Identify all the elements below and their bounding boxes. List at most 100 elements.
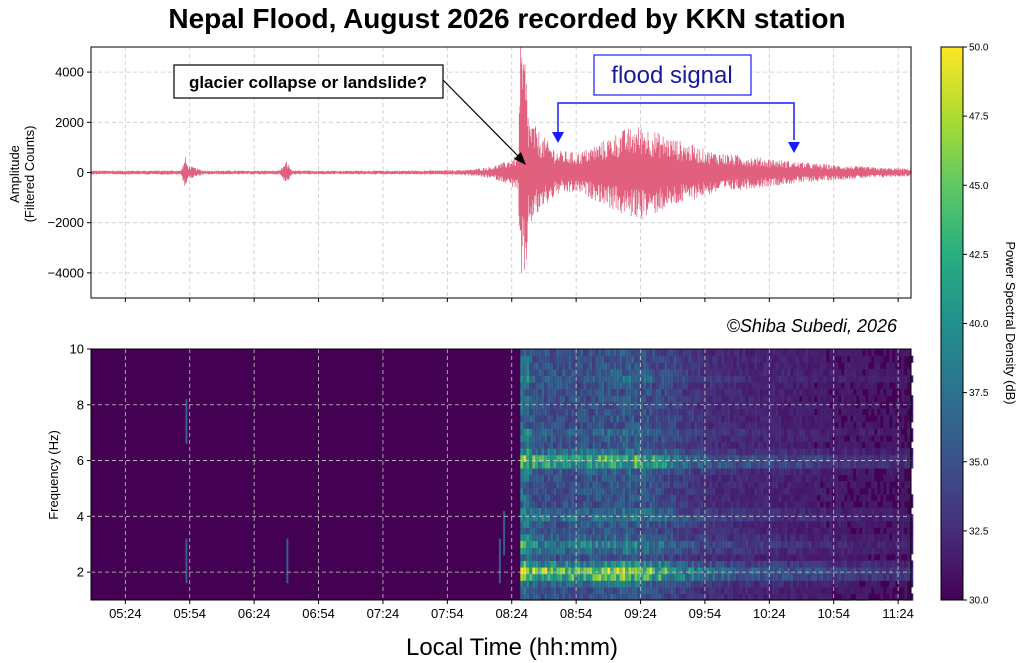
spectrogram-cell xyxy=(658,448,662,456)
spectrogram-cell xyxy=(826,560,830,568)
spectrogram-cell xyxy=(745,362,749,370)
spectrogram-cell xyxy=(658,421,662,429)
spectrogram-cell xyxy=(622,533,626,542)
spectrogram-cell xyxy=(784,481,788,489)
spectrogram-cell xyxy=(757,474,761,482)
spectrogram-cell xyxy=(826,527,830,535)
spectrogram-cell xyxy=(769,408,773,416)
spectrogram-cell xyxy=(754,368,758,376)
spectrogram-cell xyxy=(760,514,764,522)
spectrogram-cell xyxy=(715,560,719,568)
spectrogram-cell xyxy=(745,573,749,581)
spectrogram-cell xyxy=(586,586,590,594)
spectrogram-cell xyxy=(745,567,749,575)
spectrogram-cell xyxy=(529,382,533,390)
spectrogram-cell xyxy=(562,349,566,357)
spectrogram-cell xyxy=(649,395,653,403)
spectrogram-cell xyxy=(580,349,584,357)
spectrogram-cell xyxy=(778,533,782,542)
spectrogram-cell xyxy=(637,540,641,548)
spectrogram-cell xyxy=(721,388,725,396)
spectrogram-cell xyxy=(790,540,794,548)
spectrogram-cell xyxy=(547,567,551,575)
spectrogram-cell xyxy=(841,494,845,502)
spectrogram-cell xyxy=(901,514,905,522)
spectrogram-cell xyxy=(673,593,677,601)
spectrogram-cell xyxy=(766,474,770,482)
spectrogram-cell xyxy=(625,421,629,429)
spectrogram-cell xyxy=(826,580,830,588)
spectrogram-cell xyxy=(715,382,719,390)
spectrogram-cell xyxy=(589,540,593,548)
spectrogram-cell xyxy=(706,567,710,575)
spectrogram-cell xyxy=(601,573,605,581)
spectrogram-cell xyxy=(706,533,710,542)
spectrogram-cell xyxy=(679,395,683,403)
spectrogram-cell xyxy=(802,428,806,436)
spectrogram-cell xyxy=(820,474,824,482)
spectrogram-cell xyxy=(700,349,704,357)
spectrogram-cell xyxy=(775,388,779,396)
spectrogram-cell xyxy=(676,520,680,528)
spectrogram-cell xyxy=(706,520,710,528)
spectrogram-cell xyxy=(847,507,851,515)
spectrogram-cell xyxy=(877,434,881,443)
spectrogram-cell xyxy=(568,481,572,489)
spectrogram-cell xyxy=(793,500,797,509)
spectrogram-cell xyxy=(823,428,827,436)
spectrogram-cell xyxy=(565,547,569,555)
spectrogram-cell xyxy=(769,362,773,370)
spectrogram-cell xyxy=(715,494,719,502)
spectrogram-cell xyxy=(718,401,722,409)
spectrogram-cell xyxy=(532,593,536,601)
spectrogram-cell xyxy=(697,540,701,548)
spectrogram-cell xyxy=(898,573,902,581)
spectrogram-cell xyxy=(757,428,761,436)
spectrogram-cell xyxy=(823,395,827,403)
spectrogram-cell xyxy=(790,514,794,522)
spectrogram-cell xyxy=(706,540,710,548)
spectrogram-cell xyxy=(745,395,749,403)
spectrogram-cell xyxy=(733,507,737,515)
spectrogram-cell xyxy=(760,448,764,456)
spectrogram-cell xyxy=(544,527,548,535)
spectrogram-cell xyxy=(754,434,758,443)
spectrogram-cell xyxy=(718,527,722,535)
spectrogram-cell xyxy=(874,408,878,416)
spectrogram-cell xyxy=(718,421,722,429)
spectrogram-cell xyxy=(694,362,698,370)
spectrogram-cell xyxy=(676,368,680,376)
spectrogram-cell xyxy=(772,395,776,403)
spectrogram-cell xyxy=(604,500,608,509)
spectrogram-cell xyxy=(718,388,722,396)
spectrogram-cell xyxy=(808,415,812,423)
spectrogram-cell xyxy=(553,382,557,390)
spectrogram-cell xyxy=(805,573,809,581)
spectrogram-cell xyxy=(820,567,824,575)
spectrogram-cell xyxy=(691,375,695,383)
spectrogram-cell xyxy=(601,474,605,482)
spectrogram-cell xyxy=(604,514,608,522)
spectrogram-cell xyxy=(880,507,884,515)
amplitude-tick-label: −4000 xyxy=(47,265,84,280)
spectrogram-cell xyxy=(763,567,767,575)
spectrogram-cell xyxy=(556,421,560,429)
spectrogram-cell xyxy=(649,560,653,568)
spectrogram-cell xyxy=(562,401,566,409)
spectrogram-cell xyxy=(793,408,797,416)
spectrogram-cell xyxy=(658,507,662,515)
spectrogram-cell xyxy=(847,375,851,383)
spectrogram-cell xyxy=(661,500,665,509)
spectrogram-cell xyxy=(859,428,863,436)
spectrogram-cell xyxy=(568,441,572,449)
spectrogram-cell xyxy=(613,527,617,535)
spectrogram-cell xyxy=(586,382,590,390)
spectrogram-cell xyxy=(583,547,587,555)
spectrogram-cell xyxy=(715,474,719,482)
spectrogram-cell xyxy=(694,520,698,528)
spectrogram-cell xyxy=(616,461,620,469)
spectrogram-cell xyxy=(529,368,533,376)
spectrogram-cell xyxy=(817,421,821,429)
spectrogram-cell xyxy=(739,441,743,449)
